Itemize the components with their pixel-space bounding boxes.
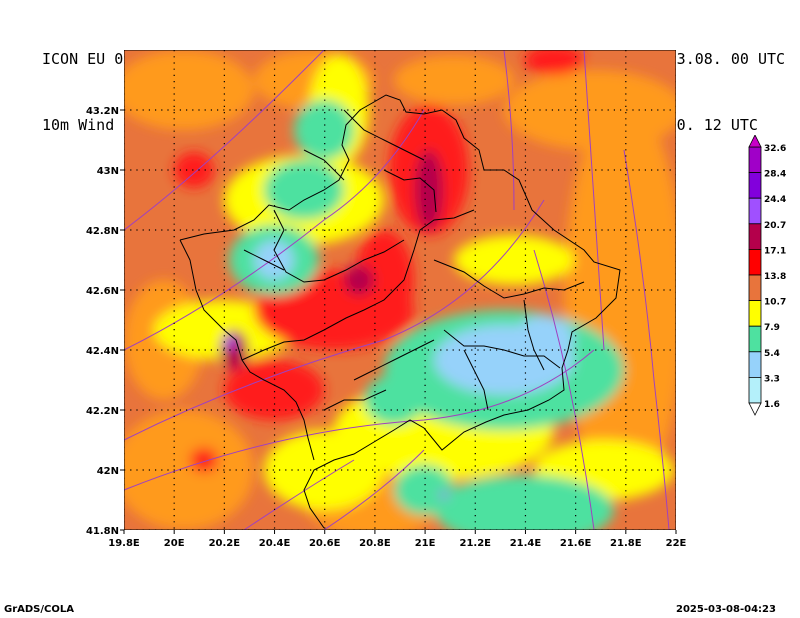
- wind-field: [124, 50, 676, 530]
- legend-level-label: 24.4: [764, 195, 786, 205]
- legend-min-arrow: [748, 402, 762, 416]
- lon-tick-label: 21.8E: [610, 538, 642, 549]
- legend-swatch: [748, 249, 762, 276]
- lon-tick-label: 22E: [666, 538, 687, 549]
- legend-swatch: [748, 325, 762, 353]
- streamlines: [124, 50, 670, 530]
- legend-swatch: [748, 223, 762, 250]
- wind-map: [124, 50, 676, 530]
- legend-swatch: [748, 197, 762, 225]
- legend-max-arrow: [748, 135, 762, 148]
- lon-tick-label: 21.2E: [460, 538, 492, 549]
- lon-tick-label: 20.2E: [209, 538, 241, 549]
- legend-level-label: 32.6: [764, 144, 786, 154]
- legend-swatch: [748, 351, 762, 378]
- lon-tick-label: 20.6E: [309, 538, 341, 549]
- lat-tick-label: 42.8N: [86, 226, 119, 237]
- lon-tick-label: 21E: [415, 538, 436, 549]
- legend-level-label: 13.8: [764, 272, 786, 282]
- legend-swatch: [748, 146, 762, 174]
- lon-tick-label: 20.8E: [359, 538, 391, 549]
- lat-tick-label: 42.4N: [86, 346, 119, 357]
- wind-map-svg: [124, 50, 676, 530]
- lon-tick-label: 19.8E: [108, 538, 140, 549]
- colorbar-legend: 32.6 28.4 24.4 20.7 17.1 13.8 10.7 7.9 5.4 3.3 1.6: [748, 135, 786, 416]
- legend-level-label: 28.4: [764, 170, 786, 180]
- legend-swatch: [748, 172, 762, 199]
- legend-level-label: 17.1: [764, 246, 786, 256]
- lat-tick-label: 41.8N: [86, 526, 119, 537]
- legend-level-label: 20.7: [764, 221, 786, 231]
- lat-tick-label: 42.6N: [86, 286, 119, 297]
- legend-level-label: 5.4: [764, 349, 780, 359]
- map-grid: [124, 50, 676, 530]
- lon-tick-label: 20.4E: [259, 538, 291, 549]
- legend-swatch: [748, 274, 762, 302]
- lat-tick-label: 42.2N: [86, 406, 119, 417]
- lon-tick-label: 20E: [164, 538, 185, 549]
- timestamp-label: 2025-03-08-04:23: [676, 604, 776, 615]
- legend-swatch: [748, 300, 762, 327]
- legend-swatch: [748, 376, 762, 404]
- legend-level-label: 1.6: [764, 400, 780, 410]
- lat-tick-label: 43N: [97, 166, 119, 177]
- lon-tick-label: 21.6E: [560, 538, 592, 549]
- lat-tick-label: 42N: [97, 466, 119, 477]
- software-label: GrADS/COLA: [4, 604, 74, 615]
- borders: [179, 94, 621, 529]
- legend-level-label: 10.7: [764, 298, 786, 308]
- legend-level-label: 7.9: [764, 323, 780, 333]
- legend-level-label: 3.3: [764, 374, 780, 384]
- lat-tick-label: 43.2N: [86, 106, 119, 117]
- lon-tick-label: 21.4E: [510, 538, 542, 549]
